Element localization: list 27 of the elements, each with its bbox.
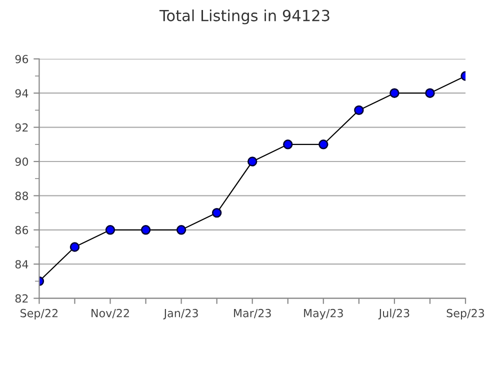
point	[390, 88, 400, 98]
y-tick-label: 92	[15, 123, 28, 132]
point	[318, 140, 328, 150]
x-tick-label: Mar/23	[234, 308, 271, 318]
y-tick-label: 82	[15, 294, 28, 303]
point	[105, 225, 116, 235]
point	[283, 140, 293, 150]
x-tick-label: Jul/23	[378, 308, 410, 320]
point	[176, 225, 186, 235]
point	[140, 225, 151, 235]
chart-title: Total Listings in 94123	[159, 10, 330, 24]
point	[212, 208, 222, 218]
y-tick-label: 88	[15, 192, 28, 200]
y-tick-label: 84	[15, 260, 28, 268]
x-tick-label: Jan/23	[163, 308, 198, 320]
y-tick-label: 96	[15, 54, 28, 64]
x-tick-label: Sep/22	[20, 308, 58, 320]
point	[425, 88, 435, 98]
x-tick-label: May/23	[304, 308, 343, 320]
y-tick-label: 90	[15, 157, 28, 166]
point	[354, 105, 364, 116]
point	[247, 156, 258, 166]
y-tick-label: 94	[15, 89, 28, 98]
x-tick-label: Nov/22	[92, 308, 129, 318]
point	[70, 242, 80, 252]
y-tick-label: 86	[15, 226, 28, 234]
x-tick-label: Sep/23	[446, 308, 484, 320]
